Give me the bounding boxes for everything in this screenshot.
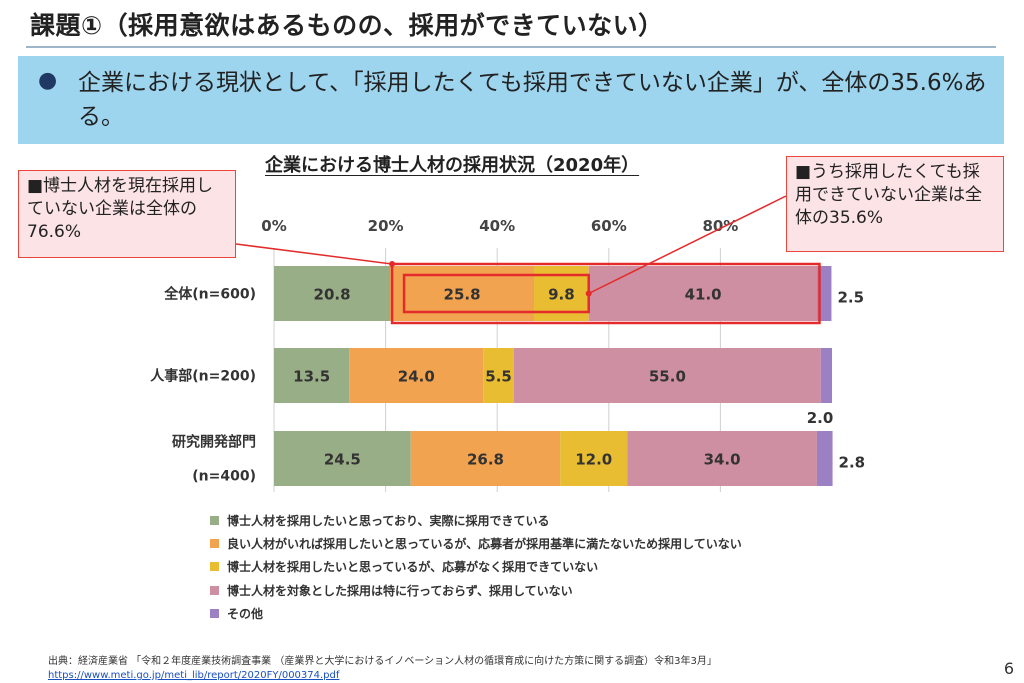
bar-segment [627, 431, 817, 486]
legend-swatch [210, 539, 219, 549]
leader-line-left [235, 243, 393, 265]
legend-swatch [210, 562, 219, 572]
category-label: 研究開発部門 [172, 434, 256, 451]
data-label: 12.0 [575, 451, 612, 469]
legend-item: その他 [210, 602, 742, 625]
data-label: 26.8 [467, 451, 504, 469]
legend-label: 博士人材を採用したいと思っており、実際に採用できている [227, 514, 550, 529]
bar-segment [560, 431, 628, 486]
page-number: 6 [1003, 659, 1014, 678]
legend-label: 博士人材を採用したいと思っているが、応募がなく採用できていない [227, 560, 599, 575]
chart-title: 企業における博士人材の採用状況（2020年） [265, 155, 640, 176]
legend-label: 良い人材がいれば採用したいと思っているが、応募者が採用基準に満たないため採用して… [227, 537, 742, 552]
data-label: 34.0 [704, 451, 741, 469]
data-label: 5.5 [485, 368, 512, 386]
slide-title: 課題①（採用意欲はあるものの、採用ができていない） [30, 11, 664, 40]
bar-segment [513, 348, 821, 403]
x-tick-label: 0% [261, 217, 286, 235]
bar-segment [816, 431, 833, 486]
summary-box [18, 56, 1004, 144]
source-link[interactable]: https://www.meti.go.jp/meti_lib/report/2… [48, 670, 340, 681]
bar-segment [410, 431, 561, 486]
leader-dot-left [389, 261, 396, 267]
highlight-frame-not-hiring [390, 262, 821, 325]
data-label: 20.8 [314, 286, 351, 304]
legend-swatch [210, 608, 219, 618]
legend-item: 博士人材を採用したいと思っており、実際に採用できている [210, 509, 742, 532]
legend-item: 博士人材を採用したいと思っているが、応募がなく採用できていない [210, 555, 742, 578]
bar-segment [820, 348, 832, 403]
callout-want-but-cannot-hire: ■うち採用したくても採用できていない企業は全体の35.6% [786, 156, 1004, 252]
leader-dot-right [585, 290, 592, 297]
x-tick-label: 80% [702, 217, 738, 235]
data-label: 9.8 [548, 286, 575, 304]
legend-swatch [210, 585, 219, 595]
title-divider [26, 46, 996, 48]
data-label: 55.0 [649, 368, 686, 386]
data-label: 41.0 [685, 286, 722, 304]
bar-segment [274, 348, 350, 403]
x-tick-label: 60% [591, 217, 627, 235]
data-label: 2.8 [839, 454, 866, 472]
category-label: (n=400) [192, 469, 256, 485]
legend-item: 良い人材がいれば採用したいと思っているが、応募者が採用基準に満たないため採用して… [210, 532, 742, 555]
category-label: 人事部(n=200) [150, 368, 256, 385]
chart-legend: 博士人材を採用したいと思っており、実際に採用できている良い人材がいれば採用したい… [210, 509, 742, 625]
data-label: 24.0 [398, 368, 435, 386]
source-label: 出典：経済産業省 「令和２年度産業技術調査事業 （産業界と大学におけるイノベーシ… [48, 656, 717, 667]
bar-segment [817, 266, 832, 321]
summary-text: 企業における現状として、「採用したくても採用できていない企業」が、全体の35.6… [78, 70, 987, 130]
callout-not-hiring: ■博士人材を現在採用していない企業は全体の76.6% [18, 170, 236, 258]
source-note: 出典：経済産業省 「令和２年度産業技術調査事業 （産業界と大学におけるイノベーシ… [48, 655, 717, 683]
data-label: 13.5 [293, 368, 330, 386]
data-label: 2.0 [807, 409, 834, 427]
bar-segment [483, 348, 514, 403]
data-label: 2.5 [837, 289, 864, 307]
category-label: 全体(n=600) [163, 286, 256, 303]
leader-line-right [588, 195, 787, 295]
data-label: 25.8 [444, 286, 481, 304]
summary-bullet-icon: ● [38, 68, 58, 93]
legend-item: 博士人材を対象とした採用は特に行っておらず、採用していない [210, 579, 742, 602]
legend-label: 博士人材を対象とした採用は特に行っておらず、採用していない [227, 583, 573, 598]
x-tick-label: 40% [479, 217, 515, 235]
bar-segment [274, 431, 411, 486]
bar-segment [349, 348, 484, 403]
x-tick-label: 20% [368, 217, 404, 235]
bar-segment [274, 266, 391, 321]
legend-label: その他 [227, 606, 264, 621]
data-label: 24.5 [324, 451, 361, 469]
legend-swatch [210, 516, 219, 526]
